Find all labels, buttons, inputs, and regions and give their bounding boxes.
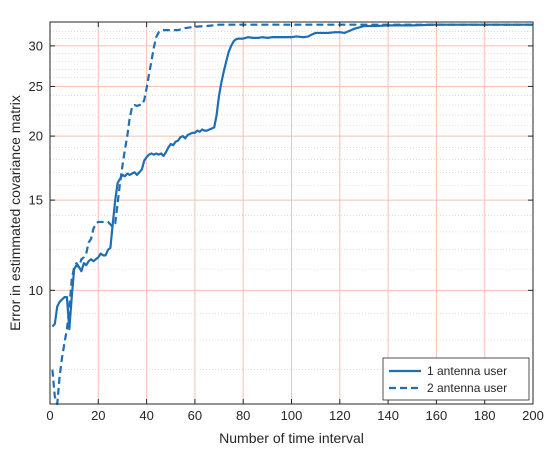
y-axis: 10 15 20 25 30 [29,38,533,298]
x-axis: 0 20 40 60 80 100 120 140 160 180 200 [46,22,544,423]
x-tick-label: 20 [91,408,105,423]
y-tick-label: 20 [29,129,43,144]
x-tick-label: 40 [139,408,153,423]
x-tick-label: 180 [474,408,496,423]
y-tick-label: 10 [29,283,43,298]
y-tick-label: 15 [29,193,43,208]
x-tick-label: 0 [46,408,53,423]
x-tick-label: 200 [522,408,544,423]
y-tick-label: 30 [29,38,43,53]
x-tick-label: 140 [377,408,399,423]
series-layer [51,23,533,406]
series-line-1 [51,23,533,331]
legend-label-1: 1 antenna user [427,364,507,378]
series-line-2 [51,23,533,406]
legend-box [382,357,530,401]
x-tick-label: 100 [281,408,303,423]
x-tick-label: 80 [236,408,250,423]
x-tick-label: 160 [426,408,448,423]
minor-grid [50,31,533,371]
x-axis-label: Number of time interval [219,430,364,446]
legend: 1 antenna user 2 antenna user [382,357,530,401]
x-tick-label: 60 [188,408,202,423]
major-grid [50,22,533,404]
x-tick-label: 120 [329,408,351,423]
legend-label-2: 2 antenna user [427,381,507,395]
y-tick-label: 25 [29,79,43,94]
y-axis-label: Error in estimmated covariance matrix [7,95,23,331]
